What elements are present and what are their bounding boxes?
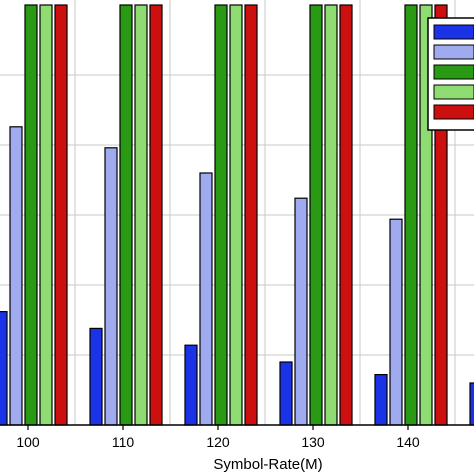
bar-series-2-130: [294, 197, 308, 426]
x-tick-label-110: 110: [112, 434, 135, 450]
legend-swatch-series-2: [433, 44, 474, 60]
bar-series-2-110: [104, 147, 118, 426]
bar-series-5-120: [244, 4, 258, 426]
bar-series-5-130: [339, 4, 353, 426]
x-axis-label: Symbol-Rate(M): [213, 456, 322, 473]
legend-swatch-series-4: [433, 84, 474, 100]
bar-series-3-100: [24, 4, 38, 426]
x-tick-label-100: 100: [16, 434, 40, 450]
bar-series: [0, 4, 474, 426]
bar-series-4-110: [134, 4, 148, 426]
bar-series-2-120: [199, 172, 213, 426]
bar-series-5-110: [149, 4, 163, 426]
bar-series-1-140: [374, 374, 388, 426]
bar-series-5-100: [54, 4, 68, 426]
bar-series-4-120: [229, 4, 243, 426]
bar-series-1-150: [469, 382, 474, 426]
legend: [427, 17, 474, 131]
bar-series-4-130: [324, 4, 338, 426]
legend-swatch-series-3: [433, 64, 474, 80]
bar-series-1-130: [279, 361, 293, 426]
bar-series-1-110: [89, 327, 103, 426]
bar-series-3-140: [404, 4, 418, 426]
x-tick-label-130: 130: [301, 434, 325, 450]
x-ticks: 100110120130140150: [16, 425, 420, 450]
bar-series-4-100: [39, 4, 53, 426]
x-tick-label-140: 140: [396, 434, 420, 450]
bar-series-2-100: [9, 126, 23, 426]
bar-series-2-140: [389, 218, 403, 426]
legend-swatch-series-5: [433, 104, 474, 120]
legend-swatch-series-1: [433, 24, 474, 40]
bar-series-3-130: [309, 4, 323, 426]
bar-series-1-120: [184, 344, 198, 426]
x-tick-label-120: 120: [206, 434, 230, 450]
bar-series-3-110: [119, 4, 133, 426]
bar-series-1-100: [0, 311, 8, 426]
bar-series-3-120: [214, 4, 228, 426]
